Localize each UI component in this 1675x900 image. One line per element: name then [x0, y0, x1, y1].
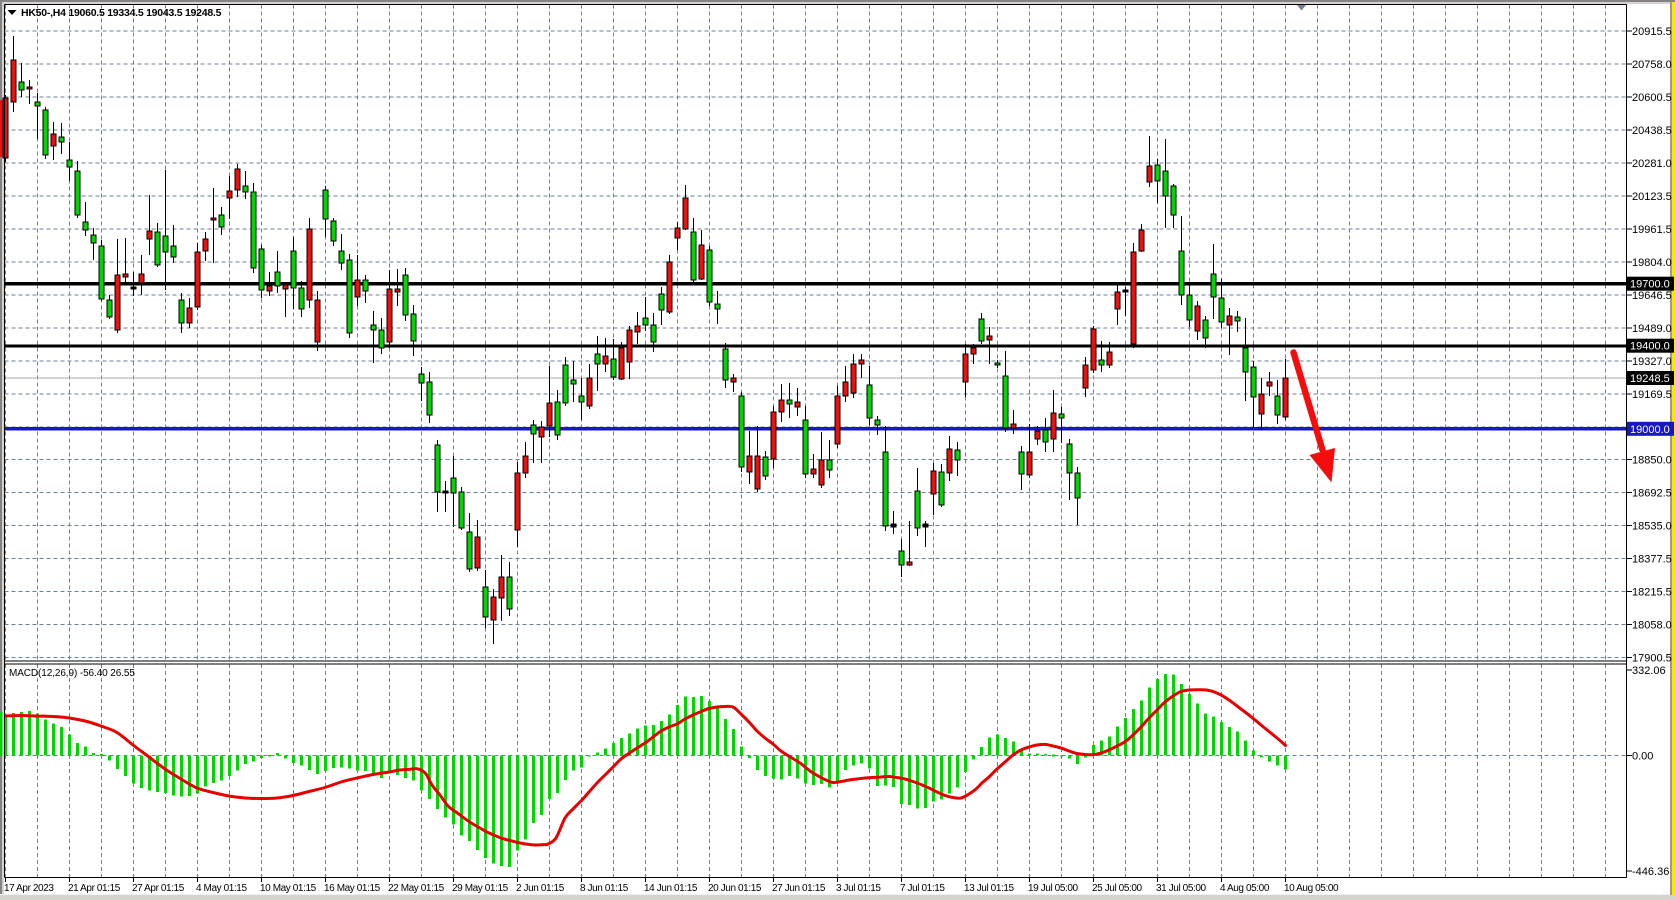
svg-text:22 May 01:15: 22 May 01:15 — [388, 883, 445, 894]
svg-text:18850.0: 18850.0 — [1632, 455, 1672, 467]
svg-text:19327.0: 19327.0 — [1632, 356, 1672, 368]
svg-text:19000.0: 19000.0 — [1630, 424, 1670, 436]
svg-text:20123.5: 20123.5 — [1632, 191, 1672, 203]
svg-text:19169.5: 19169.5 — [1632, 389, 1672, 401]
svg-text:18215.5: 18215.5 — [1632, 587, 1672, 599]
svg-text:20600.5: 20600.5 — [1632, 92, 1672, 104]
svg-text:17900.5: 17900.5 — [1632, 653, 1672, 665]
svg-text:20915.5: 20915.5 — [1632, 26, 1672, 38]
svg-text:HK50-,H4 19060.5 19334.5 1904: HK50-,H4 19060.5 19334.5 19043.5 19248.5 — [21, 7, 222, 19]
svg-text:8 Jun 01:15: 8 Jun 01:15 — [580, 883, 629, 894]
svg-text:4 May 01:15: 4 May 01:15 — [196, 883, 247, 894]
svg-text:2 Jun 01:15: 2 Jun 01:15 — [516, 883, 565, 894]
svg-text:18535.0: 18535.0 — [1632, 521, 1672, 533]
svg-text:31 Jul 05:00: 31 Jul 05:00 — [1156, 883, 1207, 894]
svg-text:19804.0: 19804.0 — [1632, 257, 1672, 269]
svg-text:19700.0: 19700.0 — [1630, 279, 1670, 291]
svg-text:10 May 01:15: 10 May 01:15 — [260, 883, 317, 894]
svg-text:25 Jul 05:00: 25 Jul 05:00 — [1092, 883, 1143, 894]
svg-text:14 Jun 01:15: 14 Jun 01:15 — [644, 883, 698, 894]
svg-text:19400.0: 19400.0 — [1630, 341, 1670, 353]
svg-text:19646.5: 19646.5 — [1632, 290, 1672, 302]
svg-text:18692.5: 18692.5 — [1632, 488, 1672, 500]
svg-text:20 Jun 01:15: 20 Jun 01:15 — [708, 883, 762, 894]
svg-text:MACD(12,26,9) -56.40 26.55: MACD(12,26,9) -56.40 26.55 — [9, 668, 135, 679]
svg-text:10 Aug 05:00: 10 Aug 05:00 — [1284, 883, 1339, 894]
svg-text:29 May 01:15: 29 May 01:15 — [452, 883, 509, 894]
svg-text:20438.5: 20438.5 — [1632, 125, 1672, 137]
svg-text:19489.0: 19489.0 — [1632, 323, 1672, 335]
svg-text:27 Apr 01:15: 27 Apr 01:15 — [132, 883, 185, 894]
svg-text:0.00: 0.00 — [1632, 751, 1653, 763]
svg-text:-446.36: -446.36 — [1632, 866, 1669, 878]
svg-text:21 Apr 01:15: 21 Apr 01:15 — [68, 883, 121, 894]
svg-text:18377.5: 18377.5 — [1632, 554, 1672, 566]
svg-text:3 Jul 01:15: 3 Jul 01:15 — [836, 883, 881, 894]
svg-text:13 Jul 01:15: 13 Jul 01:15 — [964, 883, 1015, 894]
svg-text:19248.5: 19248.5 — [1630, 373, 1670, 385]
svg-text:16 May 01:15: 16 May 01:15 — [324, 883, 381, 894]
svg-text:20281.0: 20281.0 — [1632, 158, 1672, 170]
svg-text:332.06: 332.06 — [1632, 665, 1666, 677]
svg-text:27 Jun 01:15: 27 Jun 01:15 — [772, 883, 826, 894]
svg-text:7 Jul 01:15: 7 Jul 01:15 — [900, 883, 945, 894]
svg-text:4 Aug 05:00: 4 Aug 05:00 — [1220, 883, 1270, 894]
svg-text:19 Jul 05:00: 19 Jul 05:00 — [1028, 883, 1079, 894]
svg-text:20758.0: 20758.0 — [1632, 59, 1672, 71]
svg-text:18058.0: 18058.0 — [1632, 620, 1672, 632]
svg-text:19961.5: 19961.5 — [1632, 224, 1672, 236]
svg-text:17 Apr 2023: 17 Apr 2023 — [4, 883, 54, 894]
